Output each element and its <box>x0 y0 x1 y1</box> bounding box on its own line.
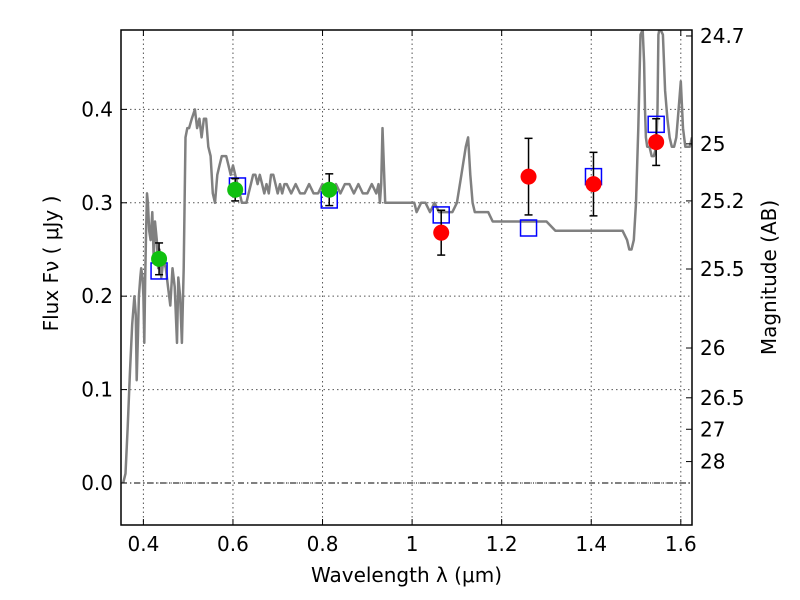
observed-point-red <box>433 224 450 241</box>
y-axis-label: Flux Fν ( μJy ) <box>39 196 63 332</box>
observed-points-layer <box>151 134 665 267</box>
model-photometry-square <box>519 219 538 237</box>
y-tick-label: 0.4 <box>81 97 113 121</box>
y2-tick-labels: 24.7 25 25.2 25.5 26 26.5 27 28 <box>700 24 745 474</box>
x-axis-label: Wavelength λ (μm) <box>311 563 502 587</box>
y2-tick-label: 26 <box>700 336 725 360</box>
x-tick-label: 1.6 <box>665 532 697 556</box>
y2-tick-label: 28 <box>700 450 725 474</box>
x-tick-labels: 0.4 0.6 0.8 1 1.2 1.4 1.6 <box>127 532 696 556</box>
x-tick-label: 1.2 <box>486 532 518 556</box>
y-tick-label: 0.3 <box>81 191 113 215</box>
grid-lines <box>121 30 692 525</box>
observed-point-green <box>151 250 168 267</box>
y-tick-label: 0.0 <box>81 471 113 495</box>
x-tick-label: 0.4 <box>127 532 159 556</box>
tick-layer <box>121 30 692 525</box>
observed-point-red <box>520 168 537 185</box>
y2-tick-label: 25.5 <box>700 257 745 281</box>
y2-axis-label: Magnitude (AB) <box>757 200 781 355</box>
y-tick-label: 0.2 <box>81 284 113 308</box>
model-photometry-layer <box>150 115 665 280</box>
plot-frame <box>120 29 693 526</box>
y2-tick-label: 26.5 <box>700 386 745 410</box>
observed-point-red <box>585 176 602 193</box>
errorbar-layer <box>155 117 661 276</box>
observed-point-red <box>648 134 665 151</box>
y2-tick-label: 24.7 <box>700 24 745 48</box>
observed-point-green <box>321 181 338 198</box>
observed-point-green <box>227 181 244 198</box>
y2-tick-label: 25.2 <box>700 189 745 213</box>
y-tick-labels: 0.0 0.1 0.2 0.3 0.4 <box>81 97 113 495</box>
model-spectrum-line <box>121 30 692 484</box>
x-tick-label: 0.6 <box>217 532 249 556</box>
x-tick-label: 0.8 <box>307 532 339 556</box>
y2-tick-label: 27 <box>700 417 725 441</box>
model-spectrum-layer <box>121 30 692 484</box>
y2-tick-label: 25 <box>700 132 725 156</box>
y-tick-label: 0.1 <box>81 378 113 402</box>
x-tick-label: 1 <box>406 532 419 556</box>
x-tick-label: 1.4 <box>575 532 607 556</box>
